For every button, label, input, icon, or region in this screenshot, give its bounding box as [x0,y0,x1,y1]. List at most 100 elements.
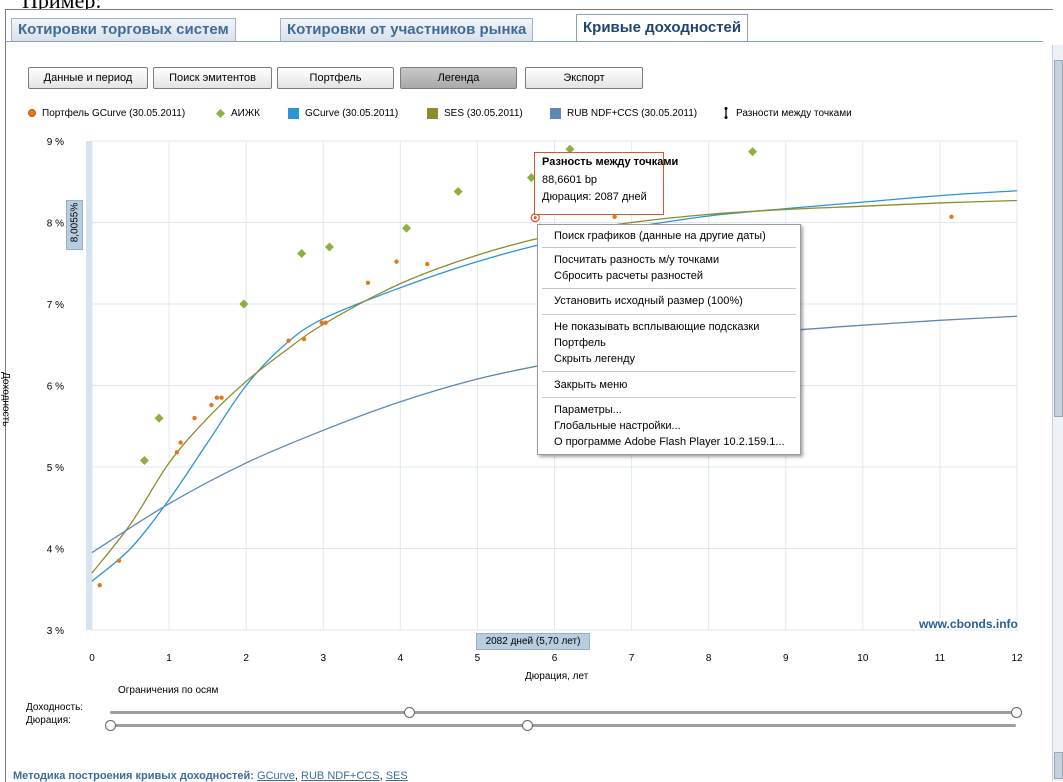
data-point-circle [949,214,954,219]
legend-item-ses[interactable]: SES (30.05.2011) [427,107,523,121]
menu-separator [542,247,796,248]
data-period-button[interactable]: Данные и период [28,67,148,89]
tab-trading-systems[interactable]: Котировки торговых систем [11,18,236,41]
y-tick-label: 5 % [47,463,64,474]
context-menu: Поиск графиков (данные на другие даты) П… [537,224,801,455]
legend-label: Разности между точками [736,108,852,119]
y-tick-label: 8 % [47,219,64,230]
x-tick-label: 10 [857,653,869,664]
menu-separator [542,314,796,315]
data-point-diamond [453,187,463,197]
x-tick-label: 5 [475,653,481,664]
legend-item-gcurve[interactable]: GCurve (30.05.2011) [288,107,398,121]
link-rub-ndf-ccs[interactable]: RUB NDF+CCS [301,770,380,782]
legend-label: RUB NDF+CCS (30.05.2011) [567,108,698,119]
y-tick-label: 6 % [47,382,64,393]
data-point-circle [425,261,430,267]
data-point-diamond [154,413,164,423]
data-point-circle [214,395,220,400]
axis-limits-title: Ограничения по осям [118,685,219,696]
cursor-y-value: 8,0055% [69,202,81,243]
data-point-diamond [139,455,149,465]
tab-yield-curves[interactable]: Кривые доходностей [576,14,749,42]
x-tick-label: 8 [706,653,712,664]
legend-item-rub-ndf[interactable]: RUB NDF+CCS (30.05.2011) [550,107,697,121]
export-button[interactable]: Экспорт [525,67,643,89]
data-point-diamond [297,248,307,258]
data-point-diamond [402,223,411,233]
data-point-circle [286,338,291,343]
x-tick-label: 7 [629,653,635,664]
data-point-circle [97,582,102,588]
data-point-diamond [526,173,536,183]
data-point-circle [612,214,617,219]
y-axis-strip [86,141,92,630]
y-tick-label: 9 % [47,137,64,148]
selected-point-dot [533,216,537,220]
legend-item-differences[interactable]: Разности между точками [722,107,852,121]
series-line [91,190,1018,582]
menu-item-reset-differences[interactable]: Сбросить расчеты разностей [554,270,704,282]
olive-swatch-icon [427,107,438,119]
scrollbar-thumb[interactable] [1054,60,1063,417]
data-point-diamond [324,242,334,252]
x-axis-label: Дюрация, лет [525,671,589,682]
y-tick-label: 3 % [47,626,64,637]
data-point-diamond [565,144,575,154]
x-tick-label: 3 [320,653,326,664]
duration-limit-label: Дюрация: [26,715,71,726]
menu-item-hide-legend[interactable]: Скрыть легенду [554,353,636,365]
data-point-circle [394,259,399,264]
duration-max-handle[interactable] [521,720,533,731]
watermark: www.cbonds.info [919,617,1018,631]
menu-item-about-flash[interactable]: О программе Adobe Flash Player 10.2.159.… [554,436,785,448]
data-point-circle [219,395,224,400]
legend-label: Портфель GCurve (30.05.2011) [42,108,186,119]
menu-item-hide-tooltips[interactable]: Не показывать всплывающие подсказки [554,321,760,333]
data-point-circle [209,402,214,408]
duration-limit-track[interactable] [110,724,1016,727]
data-point-circle [174,450,179,455]
legend-button[interactable]: Легенда [400,67,517,89]
y-tick-label: 7 % [47,300,64,311]
link-gcurve[interactable]: GCurve [257,770,295,782]
menu-item-settings[interactable]: Параметры... [554,404,622,416]
x-tick-label: 4 [398,653,404,664]
menu-item-global-settings[interactable]: Глобальные настройки... [554,420,681,432]
x-tick-label: 0 [89,653,95,664]
series-line [91,199,1018,574]
y-tick-label: 4 % [47,545,64,556]
legend-item-portfolio[interactable]: Портфель GCurve (30.05.2011) [28,107,185,121]
search-issuers-button[interactable]: Поиск эмитентов [153,67,272,89]
yield-max-handle[interactable] [1011,707,1022,718]
x-tick-label: 11 [935,653,946,664]
menu-item-search-graphs[interactable]: Поиск графиков (данные на другие даты) [554,230,766,242]
legend-label: SES (30.05.2011) [444,108,523,119]
duration-min-handle[interactable] [105,720,116,731]
legend-label: АИЖК [231,108,260,119]
blue-swatch-icon [288,107,299,119]
scrollbar-thumb-lower[interactable] [1054,752,1063,779]
menu-item-portfolio[interactable]: Портфель [554,337,606,349]
data-point-diamond [239,299,249,309]
menu-item-reset-zoom[interactable]: Установить исходный размер (100%) [554,295,743,307]
tab-divider [5,41,1043,42]
link-ses[interactable]: SES [385,770,408,782]
legend-item-aijk[interactable]: АИЖК [216,107,260,121]
yield-min-handle[interactable] [403,707,415,718]
x-tick-label: 12 [1011,653,1023,664]
data-point-circle [319,320,324,325]
x-tick-label: 2 [243,653,249,664]
data-point-circle [323,320,328,325]
yield-limit-track[interactable] [110,711,1016,714]
x-tick-label: 1 [166,653,172,664]
menu-item-calc-difference[interactable]: Посчитать разность м/у точками [554,254,720,266]
tab-market-participants[interactable]: Котировки от участников рынка [280,18,534,41]
cursor-x-badge: 2082 дней (5,70 лет) [476,633,590,650]
menu-item-close-menu[interactable]: Закрыть меню [554,379,628,391]
data-point-circle [365,280,371,286]
portfolio-button[interactable]: Портфель [277,67,394,89]
cursor-y-badge: 8,0055% [66,200,83,250]
steel-swatch-icon [550,107,561,119]
